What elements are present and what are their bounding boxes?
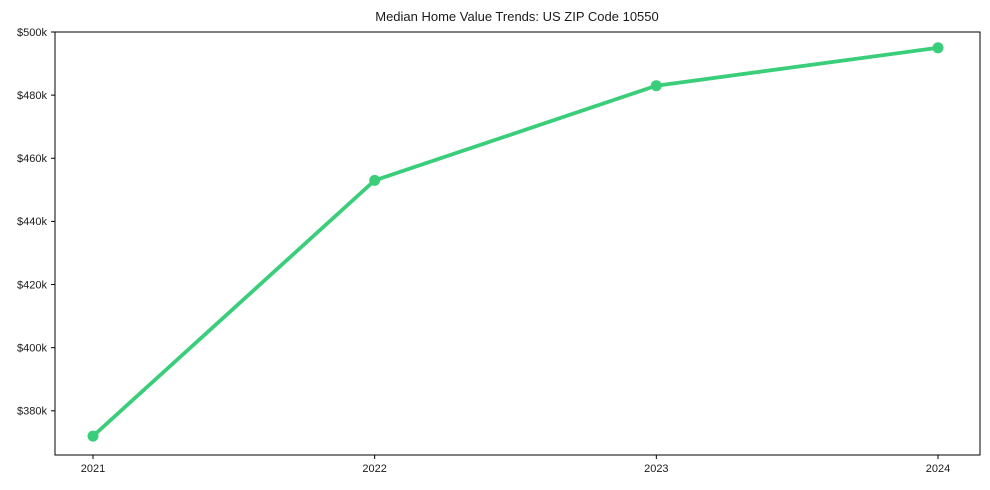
data-point-marker (369, 174, 381, 186)
data-point-marker (87, 430, 99, 442)
y-tick-label: $500k (17, 27, 47, 39)
y-tick-label: $460k (17, 153, 47, 165)
x-tick-label: 2021 (81, 463, 105, 475)
x-tick-label: 2024 (926, 463, 950, 475)
y-tick-label: $380k (17, 406, 47, 418)
data-point-marker (650, 80, 662, 92)
plot-area (54, 31, 981, 456)
y-tick-label: $440k (17, 216, 47, 228)
data-point-marker (932, 42, 944, 54)
trend-line (91, 45, 940, 438)
chart-title: Median Home Value Trends: US ZIP Code 10… (375, 9, 659, 24)
y-tick-label: $400k (17, 342, 47, 354)
x-tick-label: 2023 (644, 463, 668, 475)
y-tick-label: $480k (17, 90, 47, 102)
y-tick-label: $420k (17, 279, 47, 291)
x-tick-label: 2022 (362, 463, 386, 475)
